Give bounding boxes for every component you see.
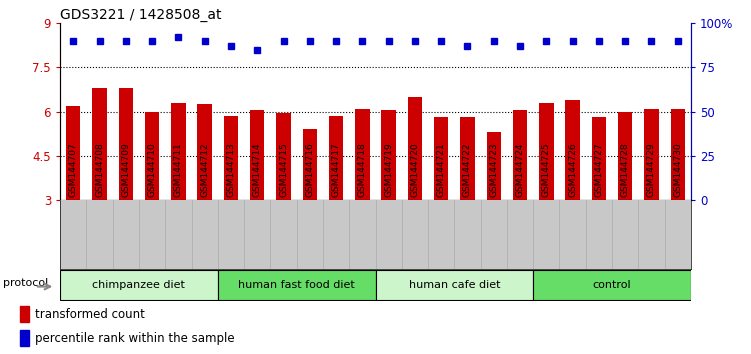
Text: human fast food diet: human fast food diet: [238, 280, 355, 290]
Text: human cafe diet: human cafe diet: [409, 280, 500, 290]
FancyBboxPatch shape: [533, 270, 691, 300]
FancyBboxPatch shape: [218, 270, 376, 300]
Bar: [145, 112, 159, 200]
Text: protocol: protocol: [3, 278, 48, 289]
Bar: [539, 103, 553, 200]
FancyBboxPatch shape: [376, 270, 533, 300]
Bar: [408, 97, 422, 200]
Bar: [671, 109, 685, 200]
Bar: [382, 110, 396, 200]
Bar: [355, 109, 369, 200]
Bar: [119, 88, 133, 200]
FancyBboxPatch shape: [60, 270, 218, 300]
Bar: [303, 129, 317, 200]
Text: GDS3221 / 1428508_at: GDS3221 / 1428508_at: [60, 8, 222, 22]
Bar: [92, 88, 107, 200]
Bar: [592, 118, 606, 200]
Bar: [618, 112, 632, 200]
Bar: [566, 100, 580, 200]
Bar: [20, 306, 29, 322]
Bar: [250, 110, 264, 200]
Bar: [171, 103, 185, 200]
Bar: [276, 113, 291, 200]
Text: chimpanzee diet: chimpanzee diet: [92, 280, 185, 290]
Text: transformed count: transformed count: [35, 308, 145, 321]
Bar: [487, 132, 501, 200]
Bar: [66, 105, 80, 200]
Bar: [644, 109, 659, 200]
Bar: [20, 330, 29, 346]
Text: control: control: [593, 280, 632, 290]
Bar: [329, 116, 343, 200]
Bar: [460, 117, 475, 200]
Bar: [513, 110, 527, 200]
Bar: [434, 117, 448, 200]
Text: percentile rank within the sample: percentile rank within the sample: [35, 332, 235, 345]
Bar: [198, 104, 212, 200]
Bar: [224, 116, 238, 200]
